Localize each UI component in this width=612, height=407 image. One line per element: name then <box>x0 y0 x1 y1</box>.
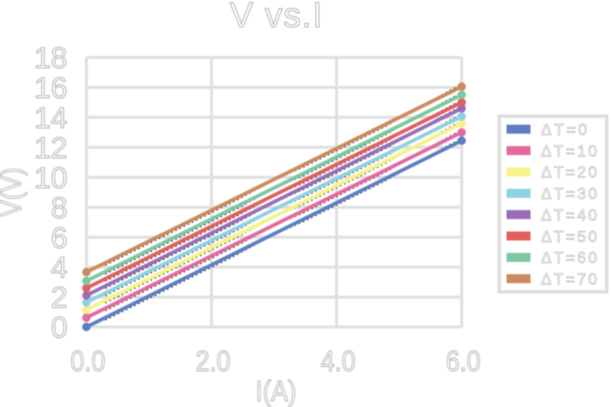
svg-text:ΔT=40: ΔT=40 <box>541 207 597 224</box>
svg-text:ΔT=60: ΔT=60 <box>541 250 597 267</box>
svg-text:8: 8 <box>51 192 68 225</box>
svg-text:0.0: 0.0 <box>70 346 105 378</box>
svg-text:ΔT=20: ΔT=20 <box>541 165 597 182</box>
svg-text:14: 14 <box>34 102 67 135</box>
svg-text:ΔT=70: ΔT=70 <box>541 272 597 289</box>
svg-text:4: 4 <box>51 252 68 285</box>
svg-text:ΔT=10: ΔT=10 <box>541 143 597 160</box>
svg-text:2: 2 <box>51 282 68 315</box>
svg-text:V vs.I: V vs.I <box>230 0 323 35</box>
svg-text:2.0: 2.0 <box>196 346 231 378</box>
svg-text:12: 12 <box>34 132 67 165</box>
svg-text:6.0: 6.0 <box>446 346 481 378</box>
svg-text:4.0: 4.0 <box>321 346 356 378</box>
svg-text:V(V): V(V) <box>0 168 28 217</box>
svg-text:10: 10 <box>34 162 67 195</box>
svg-text:I(A): I(A) <box>256 376 297 407</box>
svg-text:18: 18 <box>34 42 67 75</box>
svg-text:ΔT=30: ΔT=30 <box>541 186 597 203</box>
svg-text:6: 6 <box>51 222 68 255</box>
svg-text:ΔT=50: ΔT=50 <box>541 229 597 246</box>
svg-text:0: 0 <box>51 312 68 345</box>
svg-text:16: 16 <box>34 72 67 105</box>
